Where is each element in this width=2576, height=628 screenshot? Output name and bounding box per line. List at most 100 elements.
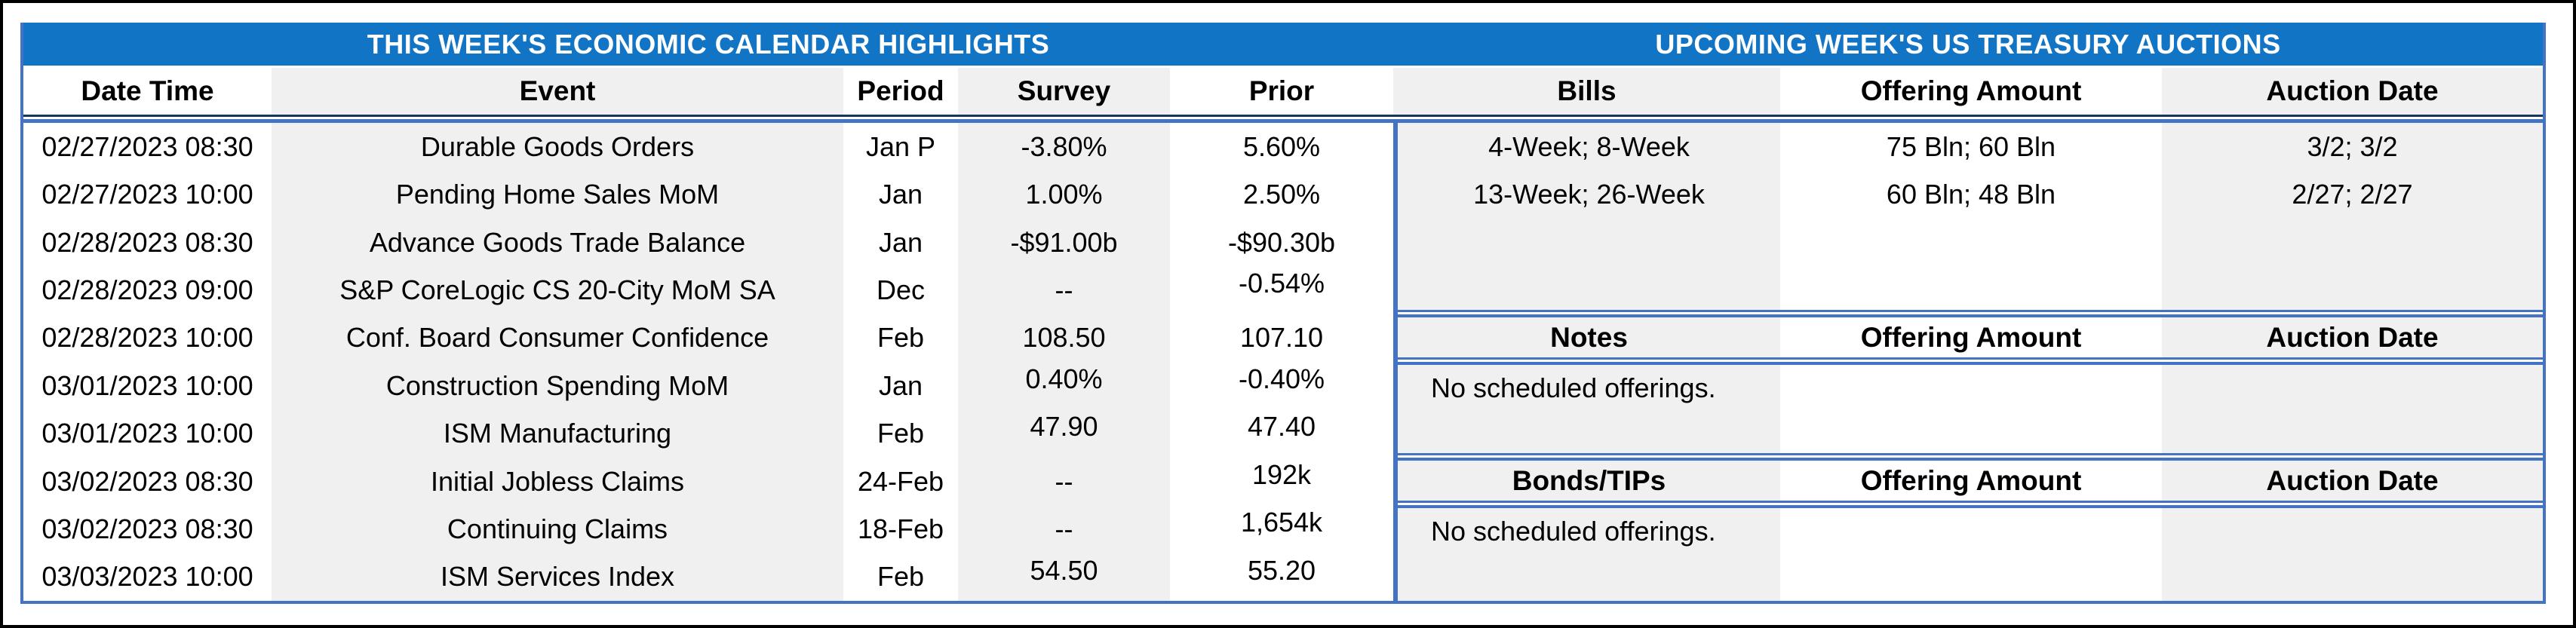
event-cell: ISM Manufacturing	[272, 409, 843, 458]
report-table: THIS WEEK'S ECONOMIC CALENDAR HIGHLIGHTS…	[20, 23, 2546, 604]
column-header-event: Event	[272, 68, 843, 115]
period-cell: Jan	[843, 218, 958, 267]
prior-cell: 55.20	[1170, 553, 1393, 602]
header-separator-rule	[23, 115, 2543, 123]
period-cell: Jan	[843, 362, 958, 410]
bills-security-column: 4-Week; 8-Week 13-Week; 26-Week	[1398, 123, 1780, 310]
date-time-cell: 02/27/2023 08:30	[23, 123, 272, 171]
period-cell: Feb	[843, 409, 958, 458]
column-header-offering-amount: Offering Amount	[1780, 68, 2162, 115]
bonds-section-label: Bonds/TIPs	[1398, 461, 1780, 501]
notes-auction-date-header: Auction Date	[2162, 317, 2543, 357]
event-cell: Conf. Board Consumer Confidence	[272, 314, 843, 363]
bonds-header-row: Bonds/TIPs Offering Amount Auction Date	[1398, 461, 2543, 501]
survey-cell: 54.50	[958, 553, 1170, 602]
bonds-body: No scheduled offerings.	[1398, 508, 2543, 601]
calendar-row: 03/03/2023 10:00 ISM Services Index Feb …	[23, 553, 1393, 602]
survey-cell: --	[958, 505, 1170, 553]
prior-cell: 2.50%	[1170, 170, 1393, 219]
bills-section: 4-Week; 8-Week 13-Week; 26-Week 75 Bln; …	[1398, 123, 2543, 310]
period-cell: Jan	[843, 170, 958, 219]
section-divider-rule	[1398, 501, 2543, 508]
column-header-period: Period	[843, 68, 958, 115]
event-cell: Initial Jobless Claims	[272, 457, 843, 506]
column-header-auction-date: Auction Date	[2162, 68, 2543, 115]
bonds-empty-column	[1780, 508, 2162, 601]
period-cell: 24-Feb	[843, 457, 958, 506]
event-cell: S&P CoreLogic CS 20-City MoM SA	[272, 266, 843, 314]
calendar-row: 02/27/2023 08:30 Durable Goods Orders Ja…	[23, 123, 1393, 171]
date-time-cell: 02/28/2023 08:30	[23, 218, 272, 267]
date-time-cell: 03/02/2023 08:30	[23, 505, 272, 553]
calendar-row: 02/28/2023 10:00 Conf. Board Consumer Co…	[23, 314, 1393, 363]
prior-cell: 5.60%	[1170, 123, 1393, 171]
date-time-cell: 03/01/2023 10:00	[23, 362, 272, 410]
bills-offering-cell: 75 Bln; 60 Bln	[1886, 130, 2056, 162]
prior-cell: -0.40%	[1170, 362, 1393, 410]
economic-calendar-title: THIS WEEK'S ECONOMIC CALENDAR HIGHLIGHTS	[367, 28, 1050, 60]
section-divider-rule	[1398, 357, 2543, 365]
notes-section-label: Notes	[1398, 317, 1780, 357]
bills-auction-date-cell: 3/2; 3/2	[2307, 130, 2398, 162]
bonds-empty-column: No scheduled offerings.	[1398, 508, 1780, 601]
column-header-survey: Survey	[958, 68, 1170, 115]
prior-cell: 107.10	[1170, 314, 1393, 363]
survey-cell: 0.40%	[958, 362, 1170, 410]
period-cell: Feb	[843, 553, 958, 602]
event-cell: ISM Services Index	[272, 553, 843, 602]
date-time-cell: 02/28/2023 09:00	[23, 266, 272, 314]
bills-auction-date-column: 3/2; 3/2 2/27; 2/27	[2162, 123, 2543, 310]
period-cell: 18-Feb	[843, 505, 958, 553]
notes-body: No scheduled offerings.	[1398, 365, 2543, 453]
event-cell: Durable Goods Orders	[272, 123, 843, 171]
calendar-row: 02/28/2023 08:30 Advance Goods Trade Bal…	[23, 218, 1393, 267]
notes-empty-column	[2162, 365, 2543, 453]
bonds-empty-text: No scheduled offerings.	[1431, 516, 1716, 547]
column-header-prior: Prior	[1170, 68, 1393, 115]
bonds-empty-column	[2162, 508, 2543, 601]
treasury-auctions-panel: 4-Week; 8-Week 13-Week; 26-Week 75 Bln; …	[1393, 123, 2543, 601]
survey-cell: -$91.00b	[958, 218, 1170, 267]
period-cell: Feb	[843, 314, 958, 363]
title-bar: THIS WEEK'S ECONOMIC CALENDAR HIGHLIGHTS…	[23, 23, 2543, 66]
calendar-row: 03/01/2023 10:00 ISM Manufacturing Feb 4…	[23, 409, 1393, 458]
event-cell: Construction Spending MoM	[272, 362, 843, 410]
bills-offering-column: 75 Bln; 60 Bln 60 Bln; 48 Bln	[1780, 123, 2162, 310]
survey-cell: --	[958, 266, 1170, 314]
column-header-row: Date Time Event Period Survey Prior Bill…	[23, 66, 2543, 115]
survey-cell: 108.50	[958, 314, 1170, 363]
prior-cell: -0.54%	[1170, 266, 1393, 314]
prior-cell: 192k	[1170, 457, 1393, 506]
bills-security-cell: 4-Week; 8-Week	[1488, 130, 1690, 162]
event-cell: Pending Home Sales MoM	[272, 170, 843, 219]
bonds-auction-date-header: Auction Date	[2162, 461, 2543, 501]
event-cell: Continuing Claims	[272, 505, 843, 553]
bonds-offering-header: Offering Amount	[1780, 461, 2162, 501]
economic-calendar-table: 02/27/2023 08:30 Durable Goods Orders Ja…	[23, 123, 1393, 602]
column-header-bills: Bills	[1393, 68, 1780, 115]
calendar-row: 03/02/2023 08:30 Continuing Claims 18-Fe…	[23, 505, 1393, 553]
bills-auction-date-cell: 2/27; 2/27	[2292, 178, 2413, 210]
treasury-auctions-title: UPCOMING WEEK'S US TREASURY AUCTIONS	[1655, 28, 2281, 60]
column-header-date-time: Date Time	[23, 68, 272, 115]
calendar-row: 03/01/2023 10:00 Construction Spending M…	[23, 362, 1393, 410]
date-time-cell: 03/01/2023 10:00	[23, 409, 272, 458]
period-cell: Dec	[843, 266, 958, 314]
date-time-cell: 02/27/2023 10:00	[23, 170, 272, 219]
survey-cell: 1.00%	[958, 170, 1170, 219]
prior-cell: 47.40	[1170, 409, 1393, 458]
section-divider-rule	[1398, 310, 2543, 317]
date-time-cell: 03/02/2023 08:30	[23, 457, 272, 506]
prior-cell: 1,654k	[1170, 505, 1393, 553]
section-divider-rule	[1398, 453, 2543, 461]
bills-security-cell: 13-Week; 26-Week	[1473, 178, 1705, 210]
survey-cell: 47.90	[958, 409, 1170, 458]
notes-header-row: Notes Offering Amount Auction Date	[1398, 317, 2543, 357]
notes-offering-header: Offering Amount	[1780, 317, 2162, 357]
notes-empty-column	[1780, 365, 2162, 453]
notes-empty-column: No scheduled offerings.	[1398, 365, 1780, 453]
survey-cell: -3.80%	[958, 123, 1170, 171]
survey-cell: --	[958, 457, 1170, 506]
calendar-row: 02/28/2023 09:00 S&P CoreLogic CS 20-Cit…	[23, 266, 1393, 314]
